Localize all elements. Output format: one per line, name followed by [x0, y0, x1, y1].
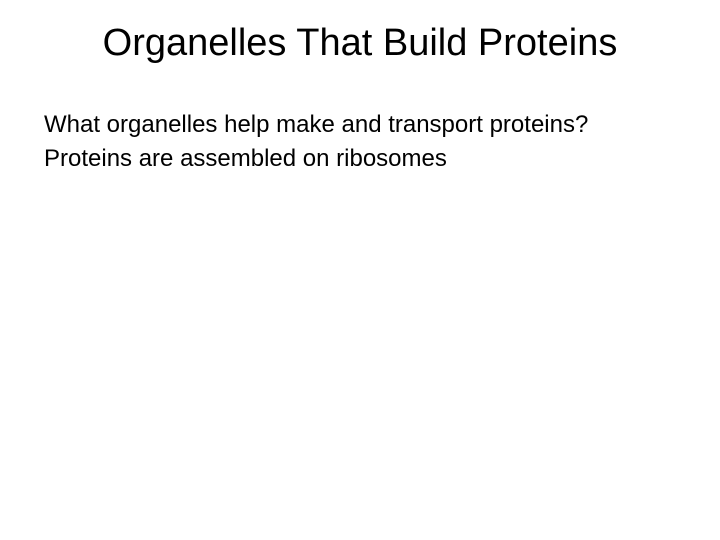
slide-title: Organelles That Build Proteins	[0, 22, 720, 65]
slide-body: What organelles help make and transport …	[44, 110, 676, 178]
body-line-1: What organelles help make and transport …	[44, 110, 676, 140]
body-line-2: Proteins are assembled on ribosomes	[44, 144, 676, 174]
slide: Organelles That Build Proteins What orga…	[0, 0, 720, 540]
